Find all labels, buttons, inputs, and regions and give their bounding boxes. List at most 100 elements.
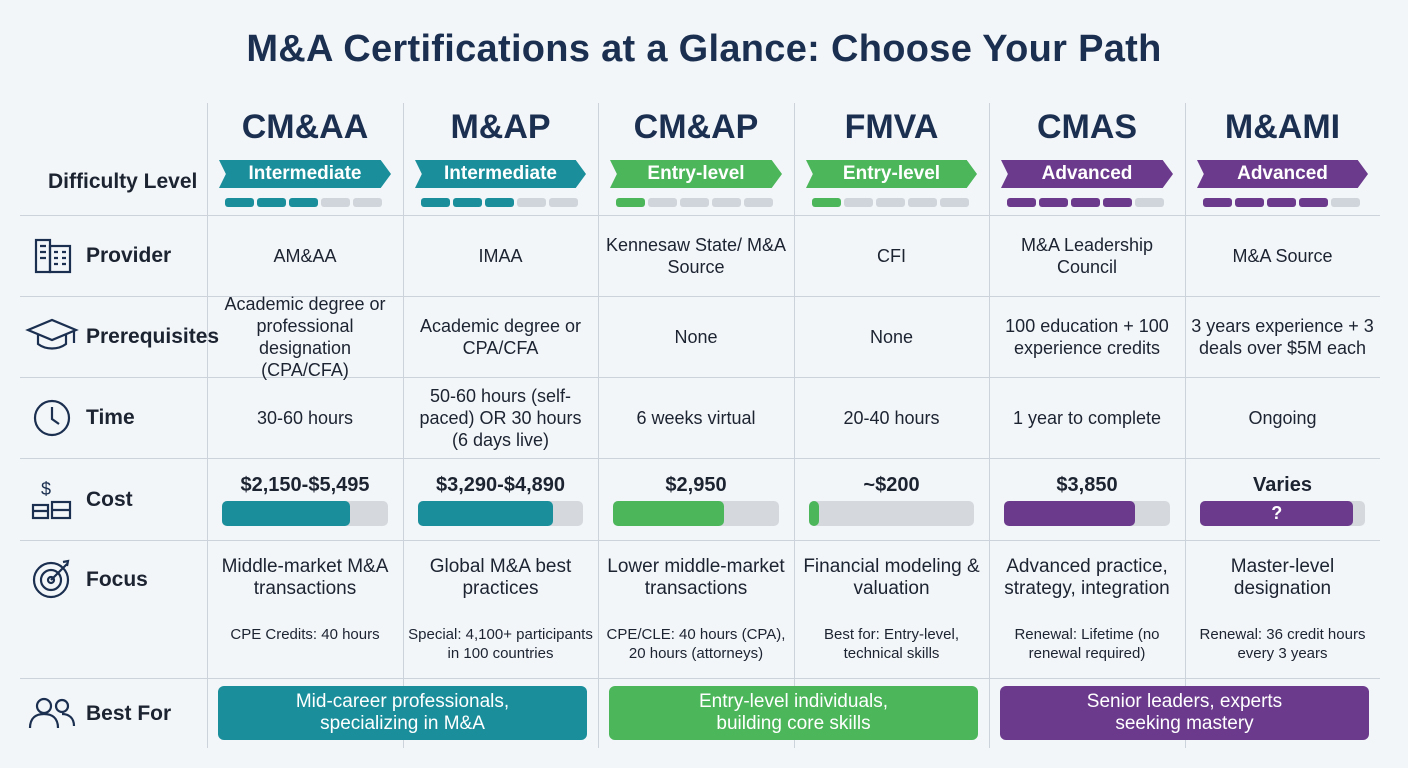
note: Renewal: Lifetime (no renewal required) bbox=[1014, 626, 1160, 662]
cost-track bbox=[222, 501, 388, 526]
level-segment bbox=[744, 198, 773, 207]
level-badge: Advanced bbox=[1001, 160, 1173, 188]
level-badge: Intermediate bbox=[415, 160, 586, 188]
cost-track bbox=[418, 501, 583, 526]
level-segment bbox=[289, 198, 318, 207]
level-segment bbox=[712, 198, 741, 207]
level-segment bbox=[1135, 198, 1164, 207]
level-segment bbox=[1331, 198, 1360, 207]
cost: ~$200 bbox=[863, 474, 920, 496]
level-segment bbox=[876, 198, 905, 207]
column-divider bbox=[207, 103, 208, 748]
time: 6 weeks virtual bbox=[636, 407, 756, 428]
certification-name: CMAS bbox=[1036, 108, 1138, 146]
best-for: Entry-level individuals, building core s… bbox=[609, 686, 978, 740]
certification-name: CM&AP bbox=[633, 108, 759, 146]
cost-track bbox=[809, 501, 974, 526]
row-label: Difficulty Level bbox=[48, 170, 198, 193]
focus: Lower middle-market transactions bbox=[607, 556, 785, 599]
level-badge: Intermediate bbox=[219, 160, 391, 188]
graduation-icon bbox=[25, 318, 79, 350]
note: Best for: Entry-level, technical skills bbox=[823, 626, 960, 662]
level-segment bbox=[812, 198, 841, 207]
level-segment bbox=[680, 198, 709, 207]
best-for: Mid-career professionals, specializing i… bbox=[218, 686, 587, 740]
column-divider bbox=[598, 103, 599, 748]
icon-set: $ bbox=[25, 238, 79, 729]
row-label: Focus bbox=[86, 568, 148, 591]
column-divider bbox=[989, 103, 990, 748]
level-segment bbox=[908, 198, 937, 207]
level-segment bbox=[517, 198, 546, 207]
level-badge: Advanced bbox=[1197, 160, 1368, 188]
level-segment bbox=[225, 198, 254, 207]
level-segment bbox=[616, 198, 645, 207]
level-badge: Entry-level bbox=[610, 160, 782, 188]
row-label: Prerequisites bbox=[86, 325, 220, 348]
note: Special: 4,100+ participants in 100 coun… bbox=[408, 626, 593, 662]
cost: $2,950 bbox=[665, 474, 727, 496]
column-divider bbox=[403, 103, 404, 748]
cost: $3,290-$4,890 bbox=[435, 474, 565, 496]
level-segment bbox=[1103, 198, 1132, 207]
level-segment bbox=[1203, 198, 1232, 207]
time: 20-40 hours bbox=[843, 407, 940, 428]
level-segment bbox=[485, 198, 514, 207]
note: CPE Credits: 40 hours bbox=[230, 626, 380, 643]
time: 50-60 hours (self-paced) OR 30 hours (6 … bbox=[419, 385, 582, 450]
prerequisites: 3 years experience + 3 deals over $5M ea… bbox=[1191, 315, 1374, 358]
level-segment bbox=[1071, 198, 1100, 207]
provider: AM&AA bbox=[273, 245, 337, 266]
cost-bar bbox=[613, 501, 725, 526]
row-divider bbox=[20, 458, 1380, 459]
time: 1 year to complete bbox=[1012, 407, 1162, 428]
cost: Varies bbox=[1253, 474, 1312, 496]
focus: Global M&A best practices bbox=[429, 556, 572, 599]
level-segment bbox=[1235, 198, 1264, 207]
row-divider bbox=[20, 296, 1380, 297]
focus: Advanced practice, strategy, integration bbox=[1004, 556, 1170, 599]
title: M&A Certifications at a Glance: Choose Y… bbox=[246, 28, 1162, 70]
row-label: Best For bbox=[86, 702, 172, 725]
certification-name: M&AP bbox=[450, 108, 551, 146]
row-label: Cost bbox=[86, 488, 133, 511]
prerequisites: Academic degree or CPA/CFA bbox=[419, 315, 582, 358]
clock-icon bbox=[33, 399, 71, 437]
prerequisites: None bbox=[674, 326, 718, 347]
focus: Middle-market M&A transactions bbox=[221, 556, 389, 599]
prerequisites: Academic degree or professional designat… bbox=[224, 293, 386, 380]
time: Ongoing bbox=[1248, 407, 1317, 428]
focus: Master-level designation bbox=[1230, 556, 1335, 599]
level-segment bbox=[844, 198, 873, 207]
cost-bar bbox=[809, 501, 819, 526]
row-divider bbox=[20, 377, 1380, 378]
target-icon bbox=[32, 559, 70, 599]
note: CPE/CLE: 40 hours (CPA), 20 hours (attor… bbox=[606, 626, 786, 662]
cost-track: ? bbox=[1200, 501, 1365, 526]
level-segment bbox=[453, 198, 482, 207]
provider: IMAA bbox=[478, 245, 523, 266]
prerequisites: 100 education + 100 experience credits bbox=[1005, 315, 1169, 358]
row-divider bbox=[20, 540, 1380, 541]
level-segment bbox=[1039, 198, 1068, 207]
level-segment bbox=[940, 198, 969, 207]
level-segment bbox=[421, 198, 450, 207]
focus: Financial modeling & valuation bbox=[803, 556, 980, 599]
note: Renewal: 36 credit hours every 3 years bbox=[1199, 626, 1366, 662]
cost-bar bbox=[1004, 501, 1136, 526]
certification-name: CM&AA bbox=[241, 108, 369, 146]
cost-bar bbox=[418, 501, 554, 526]
row-label: Time bbox=[86, 406, 135, 429]
level-segment bbox=[1299, 198, 1328, 207]
provider: Kennesaw State/ M&A Source bbox=[605, 234, 787, 277]
cost: $2,150-$5,495 bbox=[240, 474, 370, 496]
row-divider bbox=[20, 215, 1380, 216]
level-segment bbox=[257, 198, 286, 207]
level-segment bbox=[648, 198, 677, 207]
level-segment bbox=[1267, 198, 1296, 207]
cost-icon: $ bbox=[31, 479, 72, 520]
prerequisites: None bbox=[869, 326, 914, 347]
cost-bar bbox=[222, 501, 350, 526]
